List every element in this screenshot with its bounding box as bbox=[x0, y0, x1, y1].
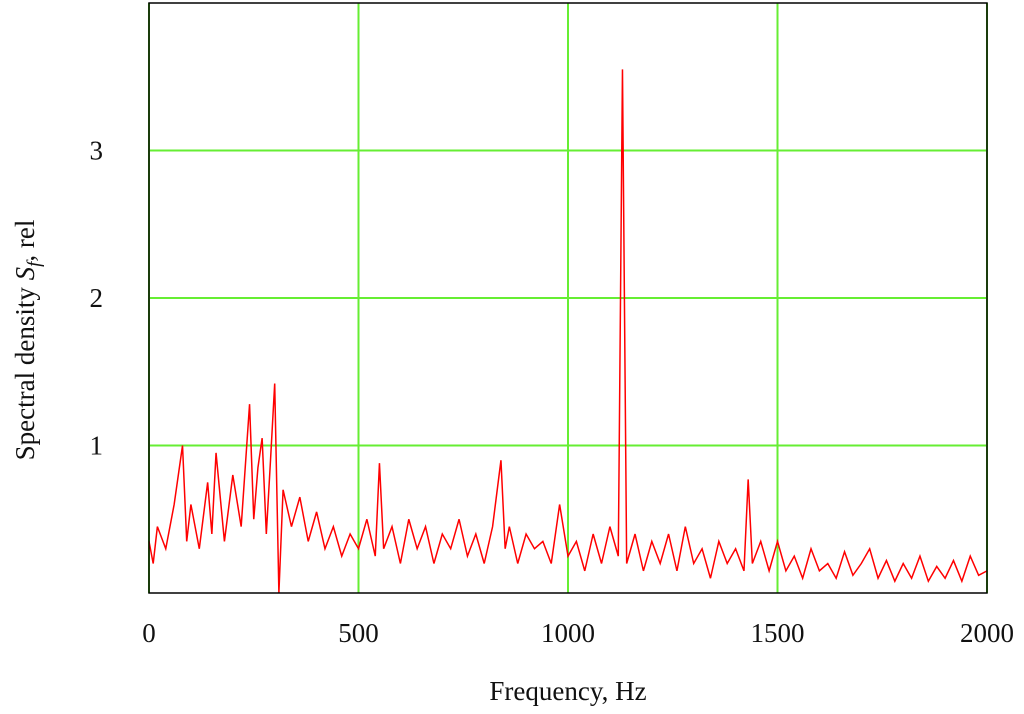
x-tick-label: 500 bbox=[338, 618, 379, 648]
y-tick-label: 3 bbox=[90, 136, 104, 166]
y-title-symbol: S bbox=[10, 266, 40, 280]
x-tick-label: 2000 bbox=[960, 618, 1014, 648]
y-tick-label: 1 bbox=[90, 431, 104, 461]
x-axis-title: Frequency, Hz bbox=[489, 676, 646, 706]
y-title-text: Spectral density bbox=[10, 280, 40, 460]
x-tick-label: 0 bbox=[142, 618, 156, 648]
x-tick-label: 1500 bbox=[751, 618, 805, 648]
y-title-subscript: f bbox=[24, 259, 45, 267]
y-tick-label: 2 bbox=[90, 283, 104, 313]
plot-frame bbox=[148, 2, 988, 594]
y-title-suffix: , rel bbox=[10, 220, 40, 262]
series-line bbox=[148, 69, 988, 594]
y-axis-title: Spectral density Sf, rel bbox=[10, 220, 45, 461]
x-tick-label: 1000 bbox=[541, 618, 595, 648]
